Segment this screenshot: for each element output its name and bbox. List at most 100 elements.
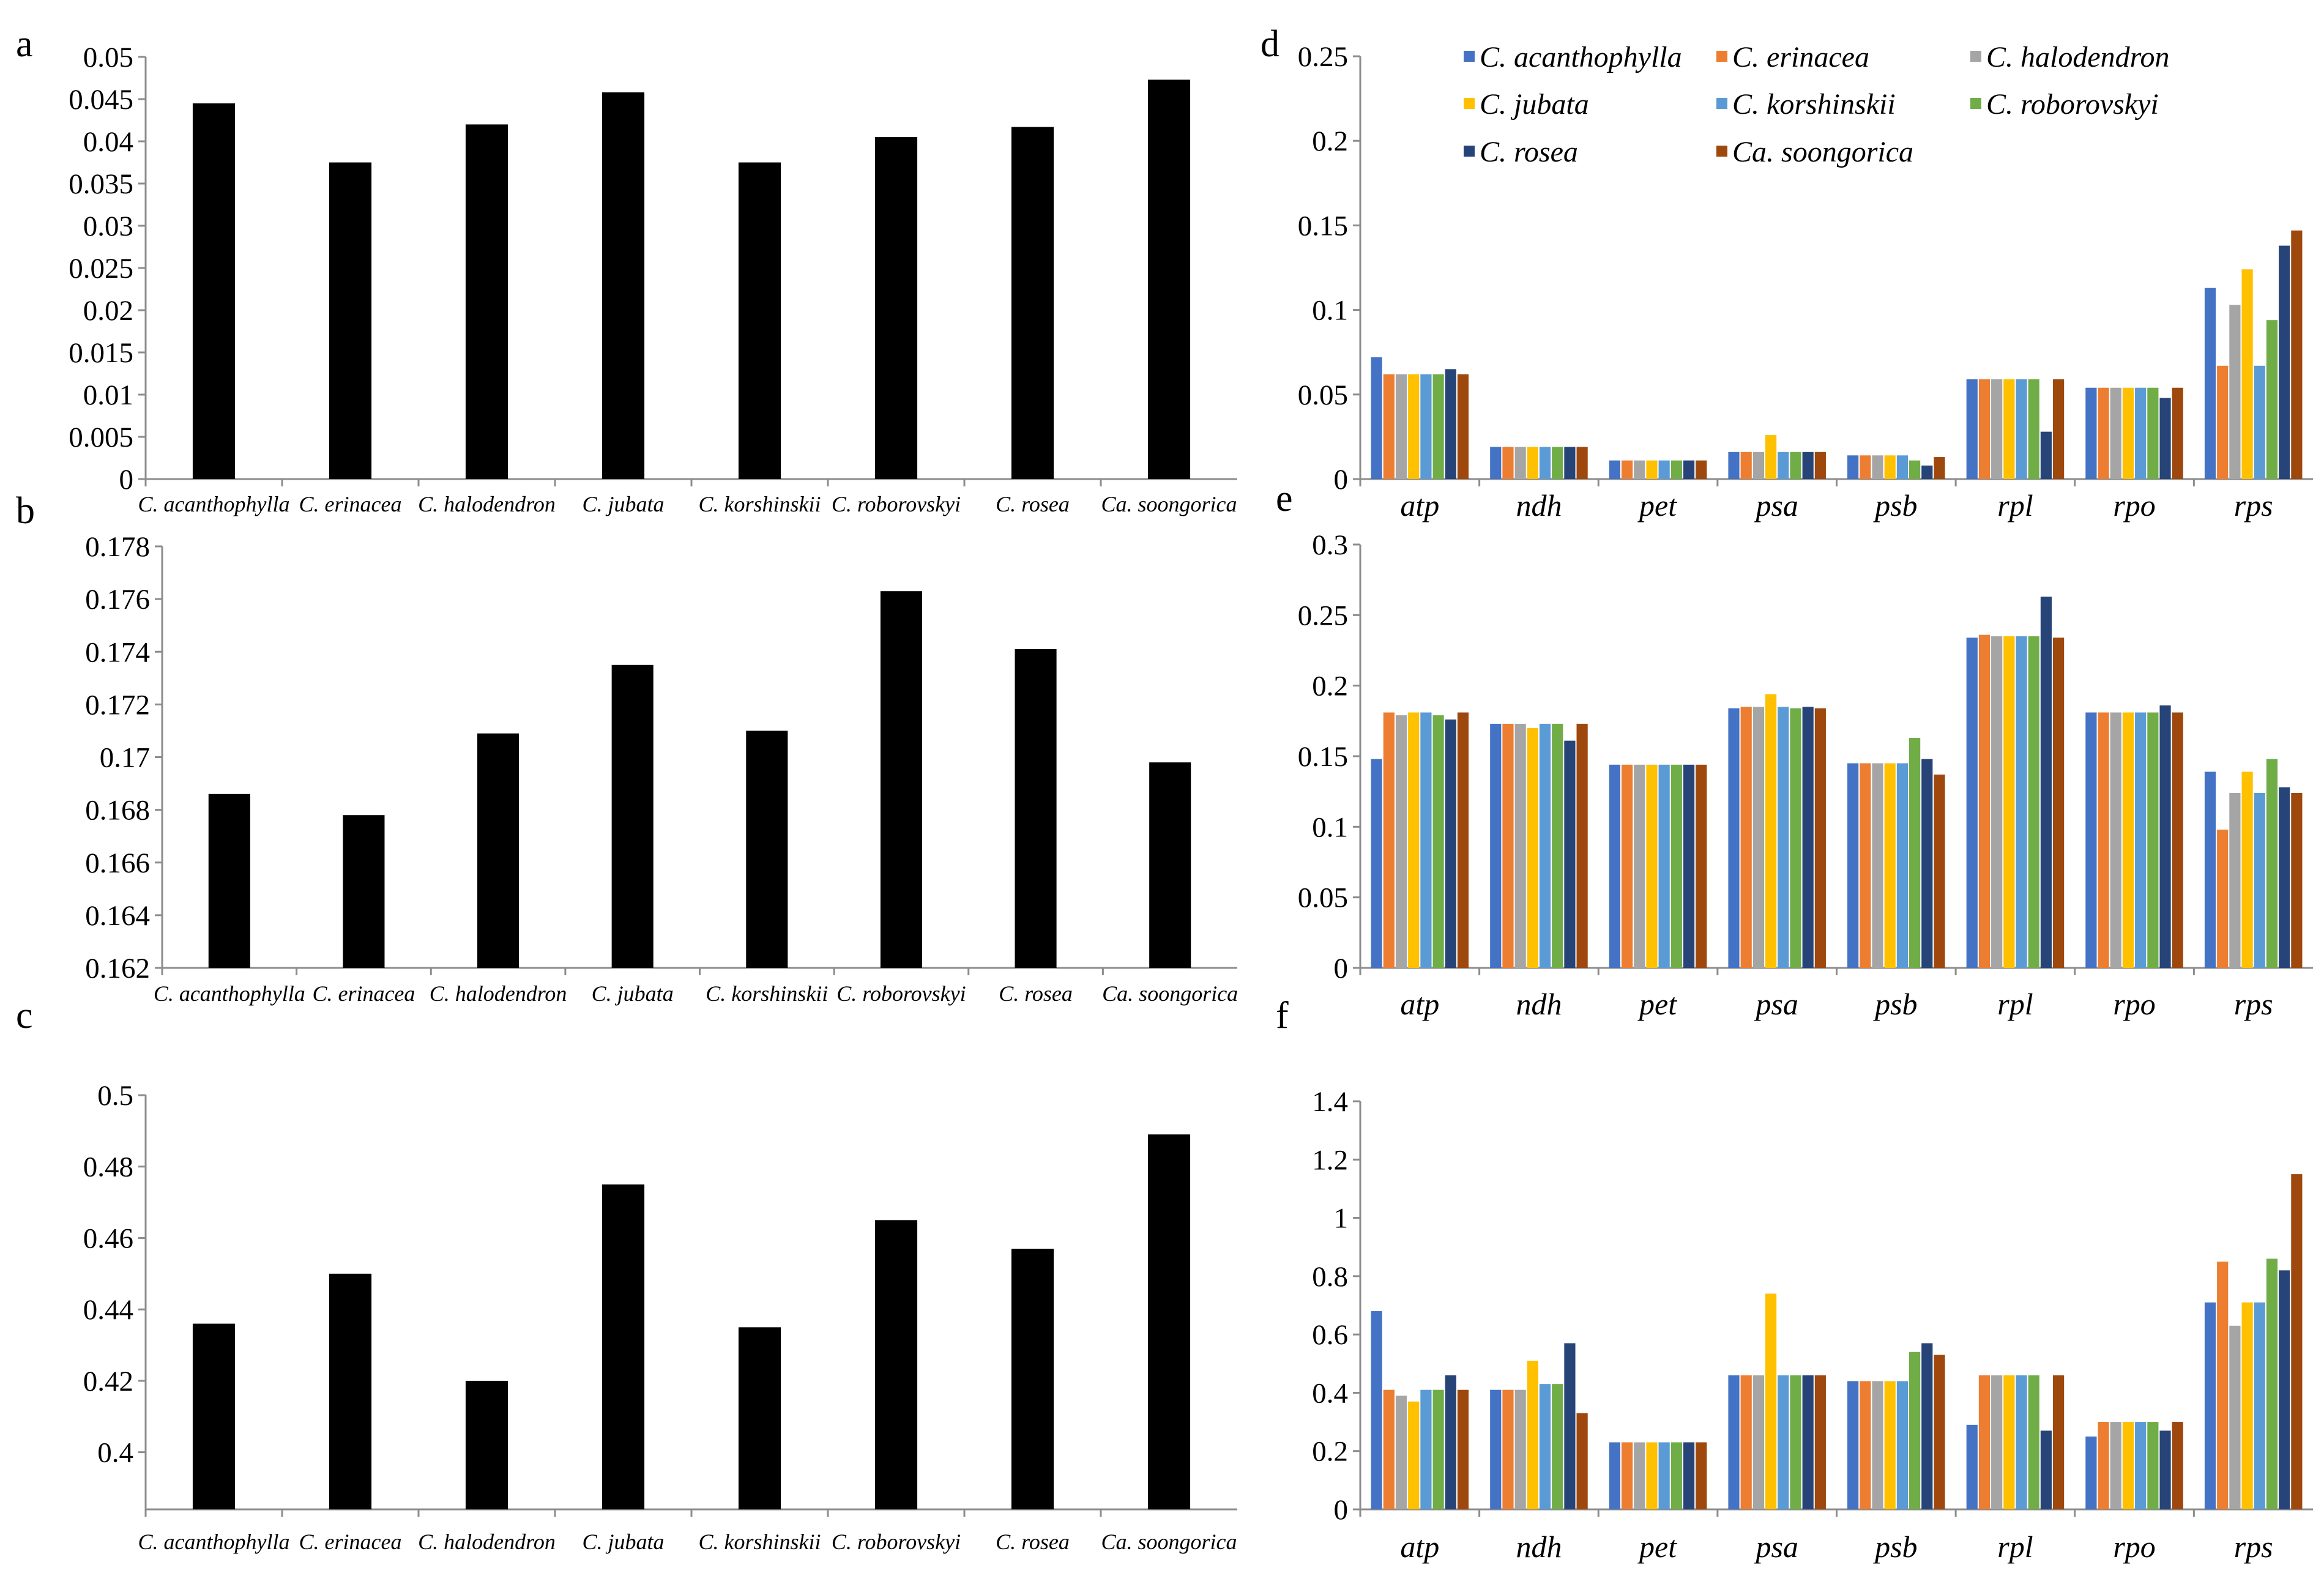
bar-psa-c-rosea: [1802, 1375, 1814, 1509]
bar-c-acanthophylla: [192, 103, 236, 479]
bar-atp-ca-soongorica: [1457, 712, 1469, 968]
x-tick-label: rpl: [1997, 987, 2033, 1021]
bar-rps-c-acanthophylla: [2204, 288, 2216, 479]
legend: C. acanthophylla C. erinacea C. halodendro…: [1464, 41, 2170, 168]
bar-ndh-c-roborovskyi: [1552, 447, 1563, 479]
bar-pet-c-roborovskyi: [1670, 460, 1682, 479]
bar-psa-ca-soongorica: [1814, 1375, 1826, 1509]
bar-psb-c-halodendron: [1872, 1381, 1883, 1509]
bar-pet-c-roborovskyi: [1670, 764, 1682, 968]
bar-atp-c-korshinskii: [1420, 712, 1432, 968]
bar-psa-c-halodendron: [1752, 707, 1764, 968]
bar-rps-c-erinacea: [2217, 829, 2229, 968]
legend-label-c-erinacea: C. erinacea: [1732, 41, 1869, 73]
y-tick-label: 0.166: [85, 847, 150, 879]
bar-pet-ca-soongorica: [1696, 1442, 1707, 1509]
bar-c-acanthophylla: [208, 794, 250, 968]
legend-swatch-ca-soongorica: [1716, 146, 1727, 157]
y-tick-label: 0.42: [83, 1366, 133, 1397]
y-tick-label: 0.03: [83, 210, 133, 242]
bar-psb-c-halodendron: [1872, 455, 1883, 479]
bar-atp-c-acanthophylla: [1371, 1311, 1382, 1509]
bar-psa-c-rosea: [1802, 707, 1814, 968]
bar-psa-c-halodendron: [1752, 452, 1764, 479]
y-tick-label: 0.15: [1298, 741, 1348, 773]
bar-rpl-c-jubata: [2003, 379, 2015, 479]
bar-rps-ca-soongorica: [2291, 792, 2303, 968]
x-tick-label: pet: [1637, 488, 1677, 522]
bar-rpl-c-acanthophylla: [1966, 379, 1978, 479]
bar-ndh-ca-soongorica: [1576, 1413, 1588, 1509]
bar-ca-soongorica: [1149, 762, 1191, 968]
bar-rps-c-halodendron: [2229, 1325, 2241, 1509]
bar-rpo-c-jubata: [2122, 712, 2134, 968]
x-tick-label: C. korshinskii: [698, 1530, 821, 1554]
y-tick-label: 0.4: [1312, 1377, 1348, 1409]
bar-ca-soongorica: [1147, 80, 1191, 479]
bar-ndh-ca-soongorica: [1576, 723, 1588, 968]
x-tick-label: C. korshinskii: [698, 492, 821, 516]
bar-c-korshinskii: [738, 1327, 781, 1509]
panel-letter-f: f: [1276, 995, 1289, 1036]
x-tick-label: C. erinacea: [299, 492, 402, 516]
bar-rpo-c-roborovskyi: [2147, 1422, 2159, 1509]
x-tick-label: rpl: [1997, 1530, 2033, 1564]
bar-rpo-c-jubata: [2122, 1422, 2134, 1509]
y-tick-label: 0.025: [69, 253, 133, 284]
bar-psb-c-jubata: [1884, 763, 1896, 968]
bar-c-roborovskyi: [880, 591, 922, 968]
bar-rpo-c-halodendron: [2110, 387, 2121, 479]
panel-letter-e: e: [1276, 478, 1293, 519]
legend-label-c-korshinskii: C. korshinskii: [1732, 88, 1896, 121]
y-tick-label: 0.3: [1312, 529, 1348, 561]
bar-atp-c-acanthophylla: [1371, 357, 1382, 479]
bar-pet-ca-soongorica: [1696, 460, 1707, 479]
bar-psb-c-roborovskyi: [1909, 460, 1921, 479]
bar-rpo-c-erinacea: [2098, 1422, 2109, 1509]
bar-pet-c-erinacea: [1621, 1442, 1633, 1509]
bar-pet-c-korshinskii: [1658, 460, 1670, 479]
x-tick-label: Ca. soongorica: [1101, 1530, 1237, 1554]
bar-psa-c-acanthophylla: [1728, 452, 1740, 479]
x-tick-label: C. acanthophylla: [138, 492, 290, 516]
bar-rpo-c-halodendron: [2110, 1422, 2121, 1509]
bar-rpl-c-halodendron: [1991, 1375, 2003, 1509]
bar-psa-c-jubata: [1765, 435, 1777, 479]
bar-pet-c-jubata: [1646, 764, 1658, 968]
x-tick-label: rpo: [2113, 987, 2155, 1021]
bar-rpl-c-acanthophylla: [1966, 1424, 1978, 1509]
x-tick-label: rps: [2234, 1530, 2273, 1564]
bar-rpo-c-jubata: [2122, 387, 2134, 479]
bar-psa-ca-soongorica: [1814, 708, 1826, 968]
bar-rpl-c-roborovskyi: [2028, 379, 2039, 479]
bar-psa-c-jubata: [1765, 1293, 1777, 1509]
bar-atp-c-halodendron: [1395, 374, 1407, 479]
bar-ndh-c-erinacea: [1502, 447, 1514, 479]
x-tick-label: psb: [1873, 1530, 1917, 1564]
legend-swatch-c-jubata: [1464, 98, 1475, 109]
x-tick-label: atp: [1400, 1530, 1439, 1564]
x-tick-label: rpo: [2113, 488, 2155, 522]
bar-psb-ca-soongorica: [1934, 774, 1945, 968]
bar-pet-c-korshinskii: [1658, 1442, 1670, 1509]
bar-psb-c-rosea: [1921, 1343, 1933, 1509]
x-tick-label: Ca. soongorica: [1102, 981, 1238, 1006]
panel-letter-c: c: [16, 995, 33, 1036]
bar-psb-c-halodendron: [1872, 763, 1883, 968]
bar-pet-c-halodendron: [1634, 460, 1645, 479]
y-tick-label: 0.164: [85, 900, 150, 932]
legend-swatch-c-roborovskyi: [1970, 98, 1981, 109]
bar-psb-ca-soongorica: [1934, 1355, 1945, 1509]
bar-rpl-c-erinacea: [1978, 634, 1991, 968]
bar-psa-c-korshinskii: [1778, 707, 1789, 968]
y-tick-label: 0.17: [100, 742, 150, 774]
bar-rpl-c-rosea: [2040, 597, 2052, 968]
bar-rps-c-rosea: [2279, 245, 2290, 479]
chart-a: 0 0.005 0.01 0.015 0.02 0.025 0.03 0.035 0.04 0.0…: [69, 42, 1237, 516]
y-tick-label: 0.04: [83, 126, 133, 158]
bar-atp-c-rosea: [1445, 720, 1456, 968]
bar-rps-c-halodendron: [2229, 792, 2241, 968]
bar-psa-c-erinacea: [1740, 452, 1752, 479]
bar-c-korshinskii: [738, 162, 781, 479]
